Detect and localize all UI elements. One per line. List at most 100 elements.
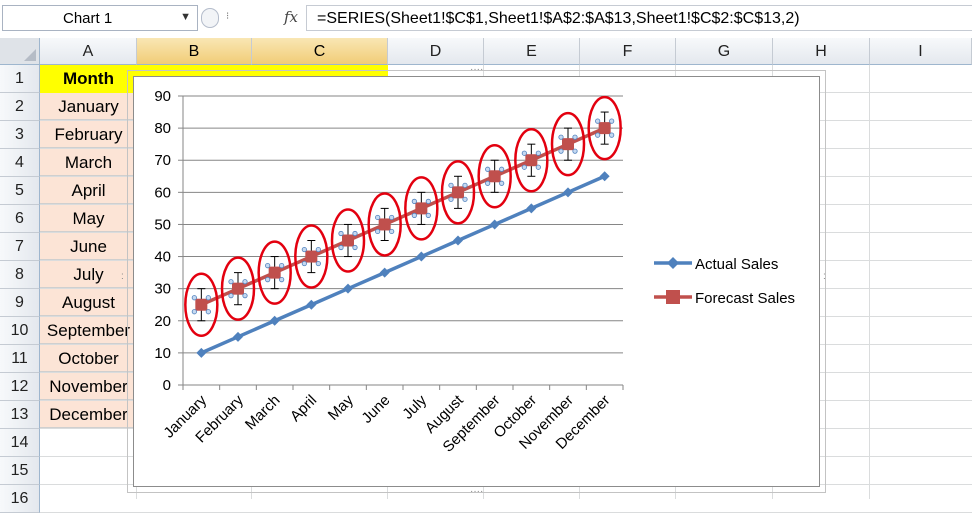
cell-month-june[interactable]: June <box>40 233 137 260</box>
row-header-13[interactable]: 13 <box>0 401 40 429</box>
cell-month-february[interactable]: February <box>40 121 137 148</box>
row-header-15[interactable]: 15 <box>0 457 40 485</box>
highlight-ellipse <box>184 272 219 337</box>
point-selection-handle <box>595 118 601 124</box>
data-point-forecast-sales <box>268 266 281 279</box>
row-header-1[interactable]: 1 <box>0 65 40 93</box>
data-point-forecast-sales <box>562 138 574 151</box>
splitter-dots-icon[interactable]: ⁝ <box>226 11 231 22</box>
y-tick-label: 80 <box>154 120 171 137</box>
legend-label-actual-sales: Actual Sales <box>695 256 778 273</box>
point-selection-handle <box>609 118 615 124</box>
chart-selection-frame[interactable] <box>127 70 826 493</box>
x-tick-label: May <box>325 391 357 423</box>
point-selection-handle <box>352 244 358 251</box>
row-header-12[interactable]: 12 <box>0 373 40 401</box>
row-header-9[interactable]: 9 <box>0 289 40 317</box>
chart-resize-handle-right[interactable]: : <box>823 271 826 282</box>
column-header-c[interactable]: C <box>252 38 388 65</box>
column-header-b[interactable]: B <box>137 38 252 65</box>
formula-input[interactable]: =SERIES(Sheet1!$C$1,Sheet1!$A$2:$A$13,Sh… <box>306 5 972 31</box>
formula-text: =SERIES(Sheet1!$C$1,Sheet1!$A$2:$A$13,Sh… <box>317 10 800 27</box>
data-point-actual-sales <box>599 171 610 182</box>
data-point-actual-sales <box>453 235 463 246</box>
point-selection-handle <box>535 150 541 156</box>
column-header-i[interactable]: I <box>870 38 972 65</box>
point-selection-handle <box>265 263 271 269</box>
column-header-f[interactable]: F <box>580 38 676 65</box>
column-gridline <box>869 65 870 499</box>
cell-month-august[interactable]: August <box>40 289 137 316</box>
row-header-8[interactable]: 8 <box>0 261 40 289</box>
point-selection-handle <box>228 293 234 299</box>
data-point-actual-sales <box>343 283 353 294</box>
column-header-d[interactable]: D <box>388 38 484 65</box>
point-selection-handle <box>265 277 271 283</box>
cell-month-october[interactable]: October <box>40 345 137 372</box>
y-tick-label: 10 <box>154 345 171 362</box>
chart-resize-handle-left[interactable]: : <box>121 271 124 282</box>
cell-month-april[interactable]: April <box>40 177 137 204</box>
highlight-ellipse <box>294 224 329 289</box>
point-selection-handle <box>301 246 307 253</box>
cell-month-january[interactable]: January <box>40 93 137 120</box>
data-point-forecast-sales <box>488 170 501 183</box>
name-box[interactable]: Chart 1 ▼ <box>2 5 198 31</box>
row-header-10[interactable]: 10 <box>0 317 40 345</box>
row-header-2[interactable]: 2 <box>0 93 40 121</box>
point-selection-handle <box>448 182 454 188</box>
column-header-e[interactable]: E <box>484 38 580 65</box>
point-selection-handle <box>338 230 344 237</box>
chevron-down-icon[interactable]: ▼ <box>180 11 191 23</box>
point-selection-handle <box>242 279 248 285</box>
cell-month-july[interactable]: July <box>40 261 137 288</box>
formula-bar-expander-icon[interactable] <box>201 8 219 28</box>
chart-resize-handle-bottom[interactable]: ···· <box>470 486 484 497</box>
point-selection-handle <box>411 198 417 204</box>
cell-month-november[interactable]: November <box>40 373 137 400</box>
chart-resize-handle-top[interactable]: ···· <box>470 64 484 75</box>
point-selection-handle <box>338 244 344 251</box>
highlight-ellipse <box>587 95 622 161</box>
select-all-button[interactable] <box>0 38 40 65</box>
cell-month-march[interactable]: March <box>40 149 137 176</box>
data-point-actual-sales <box>526 203 537 214</box>
cell-month-september[interactable]: September <box>40 317 137 344</box>
point-selection-handle <box>228 279 234 285</box>
data-point-forecast-sales <box>525 154 538 167</box>
point-selection-handle <box>572 134 578 140</box>
point-selection-handle <box>375 214 381 221</box>
row-header-6[interactable]: 6 <box>0 205 40 233</box>
y-tick-label: 50 <box>154 216 171 233</box>
cell-month-december[interactable]: December <box>40 401 137 428</box>
row-header-4[interactable]: 4 <box>0 149 40 177</box>
point-selection-handle <box>535 164 541 170</box>
data-point-forecast-sales <box>305 250 318 263</box>
y-tick-label: 60 <box>154 184 171 201</box>
point-selection-handle <box>425 212 431 218</box>
data-point-forecast-sales <box>415 202 428 215</box>
point-selection-handle <box>301 260 307 267</box>
x-tick-label: March <box>242 392 283 433</box>
data-point-actual-sales <box>416 251 427 262</box>
row-header-7[interactable]: 7 <box>0 233 40 261</box>
insert-function-icon[interactable]: fx <box>284 8 299 26</box>
row-header-11[interactable]: 11 <box>0 345 40 373</box>
column-header-a[interactable]: A <box>40 38 137 65</box>
column-header-g[interactable]: G <box>676 38 773 65</box>
cell-month-may[interactable]: May <box>40 205 137 232</box>
x-tick-label: April <box>287 392 320 425</box>
data-point-actual-sales <box>269 315 280 326</box>
legend-marker-actual-sales <box>667 257 679 269</box>
row-header-16[interactable]: 16 <box>0 485 40 513</box>
row-header-3[interactable]: 3 <box>0 121 40 149</box>
point-selection-handle <box>191 295 197 301</box>
row-header-5[interactable]: 5 <box>0 177 40 205</box>
column-header-h[interactable]: H <box>773 38 870 65</box>
highlight-ellipse <box>440 160 476 225</box>
point-selection-handle <box>448 196 454 202</box>
line-chart[interactable]: 0 10 20 30 40 50 60 70 80 90 January February March A… <box>133 76 820 487</box>
row-header-14[interactable]: 14 <box>0 429 40 457</box>
data-point-actual-sales <box>306 299 317 310</box>
cell-a1[interactable]: Month <box>40 65 137 93</box>
